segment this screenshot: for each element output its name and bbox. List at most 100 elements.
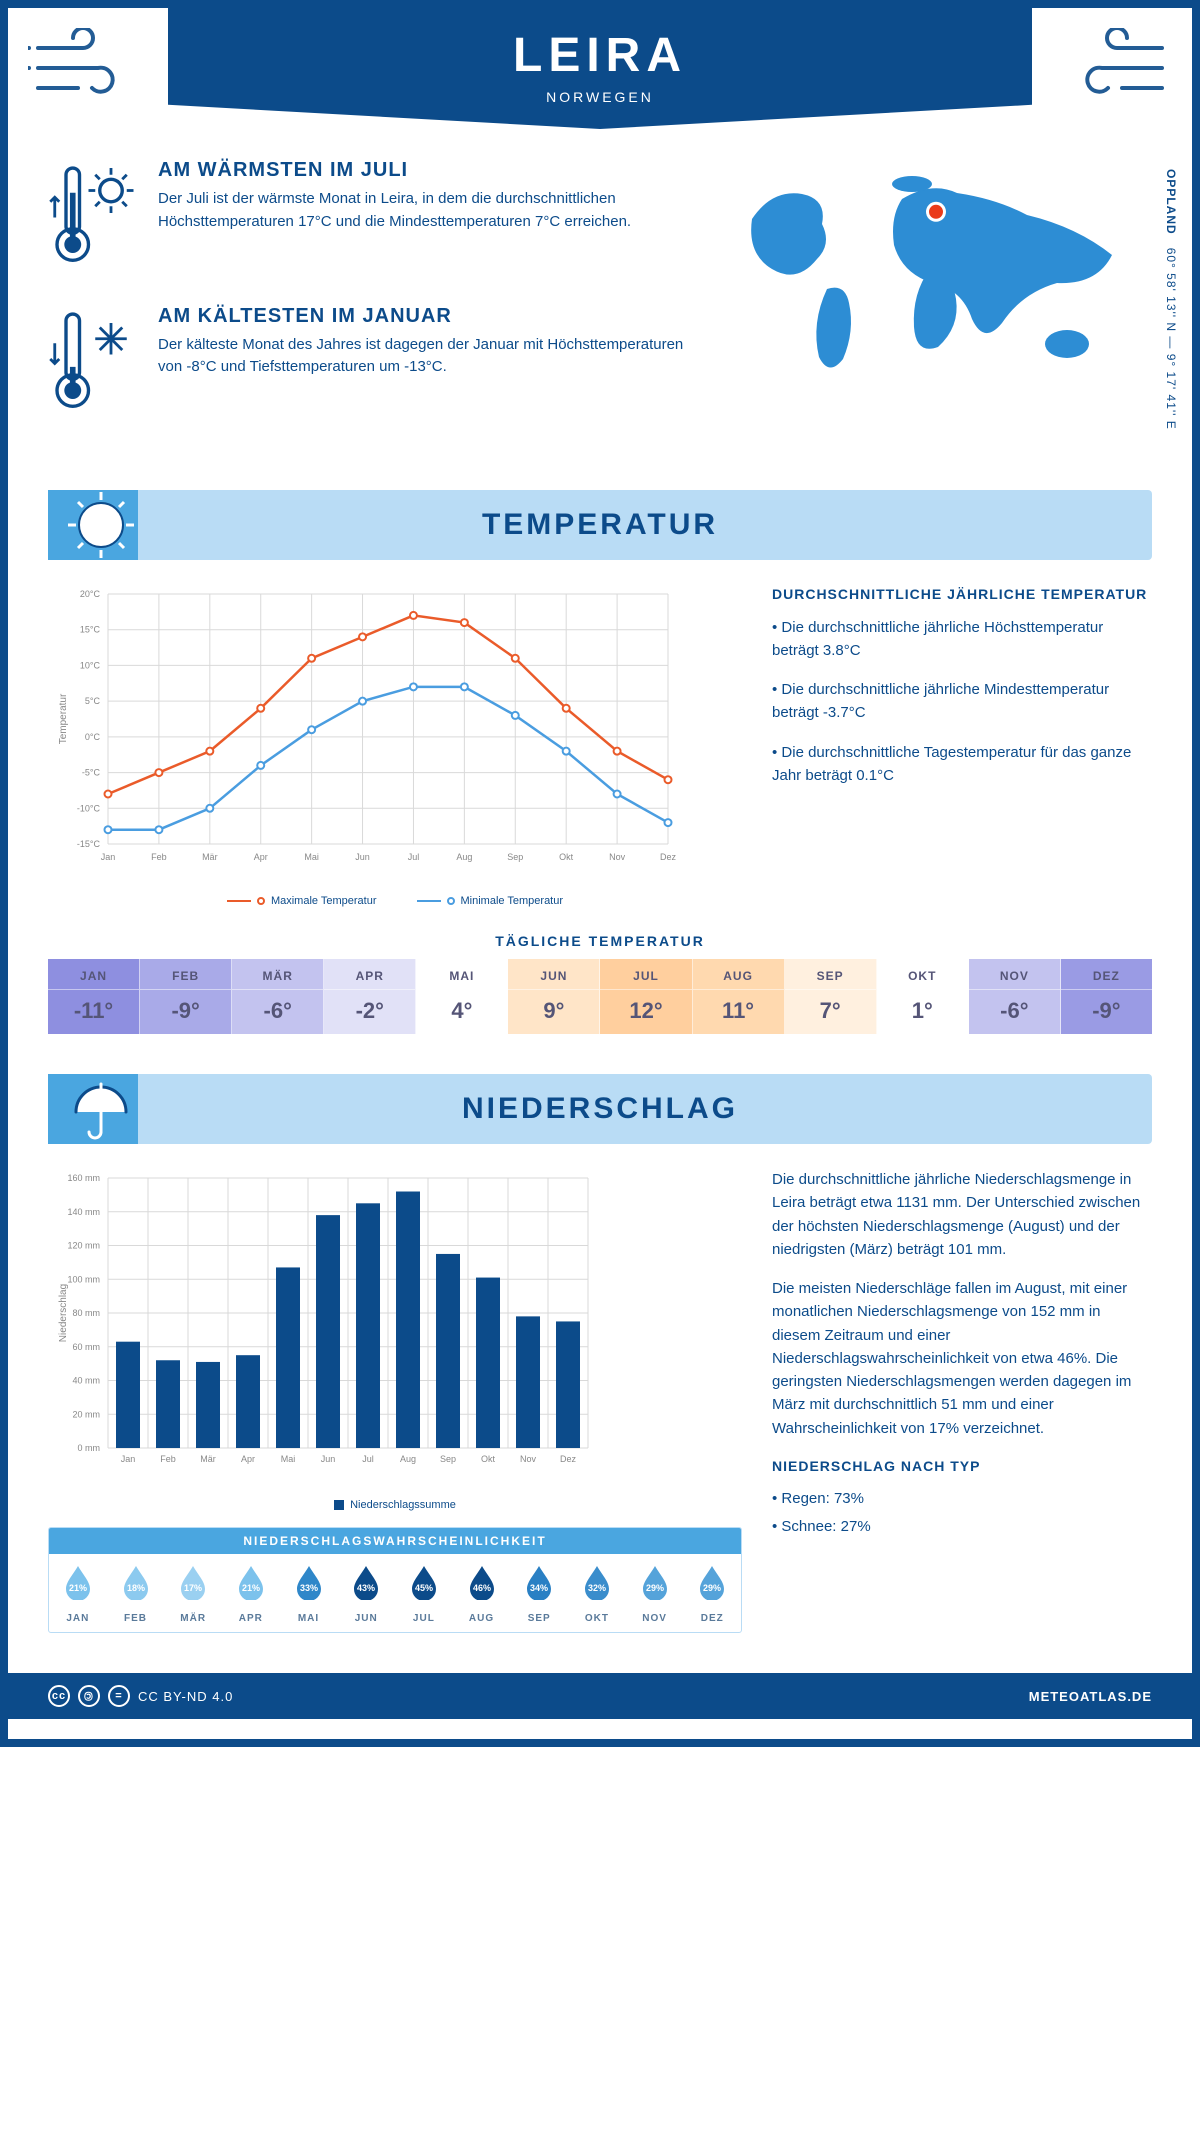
fact-warmest: AM WÄRMSTEN IM JULI Der Juli ist der wär… [48,159,692,277]
svg-text:-15°C: -15°C [77,839,101,849]
svg-text:21%: 21% [69,1583,87,1593]
svg-text:140 mm: 140 mm [67,1207,100,1217]
svg-text:-10°C: -10°C [77,803,101,813]
daily-cell: DEZ-9° [1061,959,1152,1034]
precip-para: Die durchschnittliche jährliche Niedersc… [772,1168,1152,1261]
temp-bullet: • Die durchschnittliche Tagestemperatur … [772,741,1152,788]
svg-text:60 mm: 60 mm [72,1342,100,1352]
daily-cell: JAN-11° [48,959,140,1034]
svg-text:Sep: Sep [507,852,523,862]
svg-text:Dez: Dez [560,1454,577,1464]
svg-text:Jun: Jun [355,852,370,862]
svg-text:Aug: Aug [400,1454,416,1464]
license-text: CC BY-ND 4.0 [138,1689,233,1704]
svg-text:100 mm: 100 mm [67,1274,100,1284]
daily-cell: OKT1° [877,959,969,1034]
svg-text:Mai: Mai [304,852,319,862]
svg-text:160 mm: 160 mm [67,1173,100,1183]
svg-text:Mai: Mai [281,1454,296,1464]
svg-text:5°C: 5°C [85,696,101,706]
svg-text:21%: 21% [242,1583,260,1593]
daily-cell: FEB-9° [140,959,232,1034]
fact-text: Der Juli ist der wärmste Monat in Leira,… [158,188,692,233]
svg-text:80 mm: 80 mm [72,1308,100,1318]
legend-min: Minimale Temperatur [461,895,564,907]
daily-cell: MÄR-6° [232,959,324,1034]
svg-text:Nov: Nov [609,852,626,862]
svg-text:29%: 29% [646,1583,664,1593]
prob-cell: 43%JUN [337,1554,395,1632]
svg-text:Nov: Nov [520,1454,537,1464]
svg-text:Niederschlag: Niederschlag [58,1284,69,1342]
prob-cell: 45%JUL [395,1554,453,1632]
fact-title: AM WÄRMSTEN IM JULI [158,159,692,182]
nd-icon: = [108,1685,130,1707]
country-name: NORWEGEN [168,89,1032,105]
svg-text:0 mm: 0 mm [78,1443,101,1453]
license: cc 🄯 = CC BY-ND 4.0 [48,1685,233,1707]
svg-text:46%: 46% [473,1583,491,1593]
precip-bar-chart: 0 mm 20 mm 40 mm 60 mm 80 mm 100 mm 120 mm 140 … [48,1168,742,1511]
precip-probability-strip: NIEDERSCHLAGSWAHRSCHEINLICHKEIT 21%JAN18… [48,1527,742,1633]
svg-text:Jan: Jan [101,852,116,862]
svg-text:18%: 18% [126,1583,144,1593]
daily-cell: SEP7° [785,959,877,1034]
svg-text:Feb: Feb [160,1454,176,1464]
prob-cell: 29%DEZ [683,1554,741,1632]
section-title: TEMPERATUR [48,508,1152,542]
svg-text:Aug: Aug [456,852,472,862]
temperature-line-chart: -15°C-10°C-5°C0°C5°C10°C15°C20°CJanFebMä… [48,584,742,907]
coordinates: OPPLAND 60° 58' 13'' N — 9° 17' 41'' E [1164,169,1178,430]
title-banner: LEIRA NORWEGEN [168,8,1032,129]
svg-text:40 mm: 40 mm [72,1376,100,1386]
svg-text:Temperatur: Temperatur [58,693,69,744]
svg-text:Jan: Jan [121,1454,136,1464]
cc-icon: cc [48,1685,70,1707]
section-temperature: TEMPERATUR [48,490,1152,560]
svg-text:Jul: Jul [362,1454,374,1464]
precip-type-title: NIEDERSCHLAG NACH TYP [772,1456,1152,1478]
svg-text:Sep: Sep [440,1454,456,1464]
city-name: LEIRA [168,28,1032,83]
temp-bullet: • Die durchschnittliche jährliche Höchst… [772,616,1152,663]
precip-type: • Regen: 73% [772,1487,1152,1510]
prob-cell: 18%FEB [107,1554,165,1632]
prob-cell: 34%SEP [510,1554,568,1632]
prob-cell: 21%APR [222,1554,280,1632]
umbrella-icon [66,1074,136,1144]
svg-text:Jun: Jun [321,1454,336,1464]
wind-icon [8,8,148,128]
svg-text:Mär: Mär [202,852,218,862]
legend-precip: Niederschlagssumme [350,1499,456,1511]
thermometer-sun-icon [48,159,138,277]
prob-title: NIEDERSCHLAGSWAHRSCHEINLICHKEIT [49,1528,741,1554]
fact-title: AM KÄLTESTEN IM JANUAR [158,305,692,328]
svg-text:34%: 34% [530,1583,548,1593]
svg-text:120 mm: 120 mm [67,1241,100,1251]
prob-cell: 17%MÄR [164,1554,222,1632]
svg-text:43%: 43% [357,1583,375,1593]
prob-cell: 33%MAI [280,1554,338,1632]
svg-text:0°C: 0°C [85,732,101,742]
header: LEIRA NORWEGEN [8,8,1192,129]
daily-temp-title: TÄGLICHE TEMPERATUR [48,933,1152,949]
world-map: OPPLAND 60° 58' 13'' N — 9° 17' 41'' E [732,159,1152,450]
svg-text:20°C: 20°C [80,589,101,599]
prob-cell: 29%NOV [626,1554,684,1632]
site-name: METEOATLAS.DE [1029,1689,1152,1704]
daily-cell: APR-2° [324,959,416,1034]
svg-text:Okt: Okt [559,852,574,862]
svg-text:17%: 17% [184,1583,202,1593]
wind-icon [1052,8,1192,128]
svg-text:Dez: Dez [660,852,677,862]
precip-type: • Schnee: 27% [772,1515,1152,1538]
svg-text:10°C: 10°C [80,660,101,670]
fact-coldest: AM KÄLTESTEN IM JANUAR Der kälteste Mona… [48,305,692,423]
svg-text:Mär: Mär [200,1454,216,1464]
legend-max: Maximale Temperatur [271,895,377,907]
svg-text:20 mm: 20 mm [72,1409,100,1419]
temp-side-title: DURCHSCHNITTLICHE JÄHRLICHE TEMPERATUR [772,584,1152,606]
footer: cc 🄯 = CC BY-ND 4.0 METEOATLAS.DE [8,1673,1192,1719]
prob-cell: 32%OKT [568,1554,626,1632]
svg-text:15°C: 15°C [80,625,101,635]
